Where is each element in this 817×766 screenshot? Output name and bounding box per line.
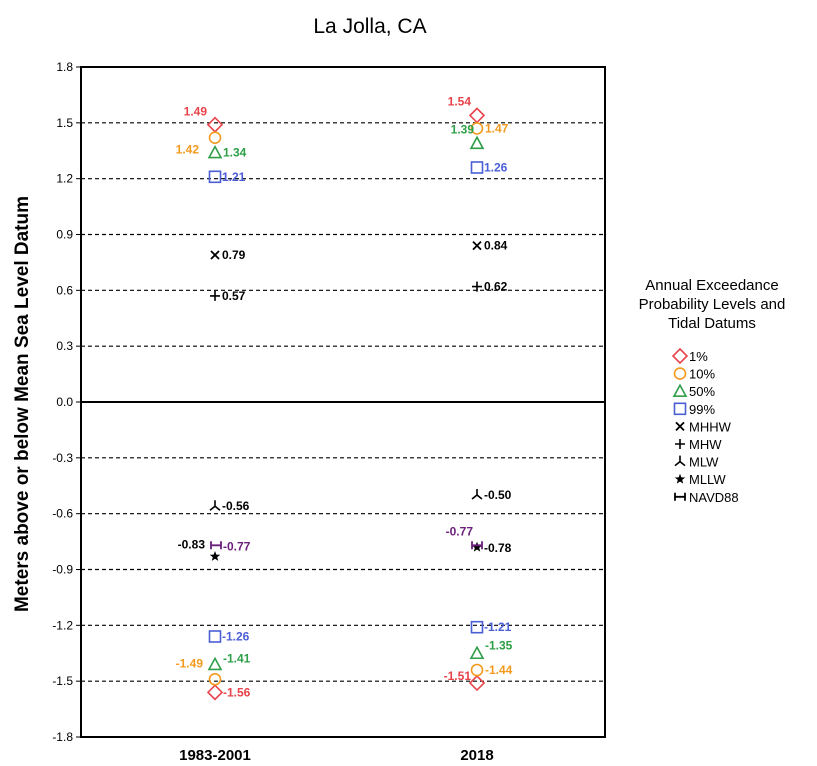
x-axis: 1983-2001 2018 xyxy=(179,747,494,764)
data-label: -1.41 xyxy=(223,651,251,665)
data-label: 0.62 xyxy=(484,280,508,294)
legend-title: Annual Exceedance Probability Levels and T… xyxy=(639,277,786,332)
point-mhhw xyxy=(210,250,220,260)
point-mhw xyxy=(210,290,220,301)
y-tick-label: -0.6 xyxy=(52,507,73,521)
data-labels: 1.49 -1.56 1.54 -1.51 1.42 -1.49 1.47 -1.44 1.34… xyxy=(176,94,513,699)
legend-marker-1pct xyxy=(671,347,689,365)
data-label: -0.50 xyxy=(484,488,512,502)
legend-title-line: Annual Exceedance xyxy=(645,277,778,294)
point-mllw xyxy=(209,550,221,561)
y-tick-label: -1.8 xyxy=(52,730,73,744)
point-99pct xyxy=(208,170,222,184)
point-10pct xyxy=(208,673,222,686)
legend-label: 1% xyxy=(689,349,708,364)
point-10pct xyxy=(208,131,222,145)
data-label: -1.35 xyxy=(485,638,513,652)
data-label: -1.51 xyxy=(444,669,472,683)
legend-label: NAVD88 xyxy=(689,490,739,505)
y-axis: 1.8 1.5 1.2 0.9 0.6 0.3 0.0 -0.3 -0.6 -0.9 -1.2 -1.… xyxy=(52,60,81,744)
data-label: 1.39 xyxy=(451,122,475,136)
data-label: -0.77 xyxy=(223,539,251,553)
y-tick-label: -0.3 xyxy=(52,451,73,465)
legend-title-line: Probability Levels and xyxy=(639,296,786,313)
legend-marker-mhw xyxy=(675,439,685,449)
legend-label: MLW xyxy=(689,455,719,470)
y-tick-label: 0.3 xyxy=(56,339,73,353)
point-50pct xyxy=(469,645,485,660)
data-label: -1.49 xyxy=(176,656,204,670)
point-mhhw xyxy=(472,241,482,251)
y-tick-label: 0.0 xyxy=(56,395,73,409)
data-label: 1.42 xyxy=(176,143,200,157)
legend-marker-navd88 xyxy=(674,492,686,501)
point-99pct xyxy=(208,630,222,643)
data-label: 0.79 xyxy=(222,248,246,262)
legend-marker-99pct xyxy=(673,402,687,416)
point-1pct xyxy=(468,107,486,124)
legend-marker-50pct xyxy=(672,383,688,398)
chart-title: La Jolla, CA xyxy=(313,15,426,38)
point-mllw xyxy=(471,541,483,552)
y-tick-label: 1.5 xyxy=(56,116,73,130)
legend-label: 50% xyxy=(689,384,715,399)
data-label: -0.78 xyxy=(484,541,512,555)
data-label: -0.56 xyxy=(222,499,250,513)
point-99pct xyxy=(470,620,484,634)
data-label: -1.21 xyxy=(484,620,512,634)
legend-title-line: Tidal Datums xyxy=(668,315,756,332)
point-mlw xyxy=(209,500,221,511)
data-label: 0.84 xyxy=(484,239,508,253)
y-axis-label: Meters above or below Mean Sea Level Dat… xyxy=(12,196,33,612)
data-label: -1.26 xyxy=(222,630,250,644)
point-navd88 xyxy=(471,541,483,550)
point-50pct xyxy=(207,656,223,671)
y-tick-label: -1.2 xyxy=(52,618,73,632)
y-tick-label: -0.9 xyxy=(52,563,73,577)
data-label: 1.47 xyxy=(485,121,509,135)
point-10pct xyxy=(470,663,484,677)
data-label: -0.77 xyxy=(446,524,474,538)
legend-marker-10pct xyxy=(673,367,687,380)
data-label: 1.54 xyxy=(448,94,472,108)
legend-label: MLLW xyxy=(689,472,726,487)
legend-marker-mlw xyxy=(674,455,686,467)
data-label: 1.21 xyxy=(222,170,246,184)
data-label: 1.49 xyxy=(184,105,208,119)
x-tick-label: 2018 xyxy=(460,747,493,764)
point-1pct xyxy=(468,674,486,692)
x-tick-label: 1983-2001 xyxy=(179,747,251,764)
y-tick-label: 1.8 xyxy=(56,60,73,74)
legend: 1% 10% 50% 99% MHHW MHW MLW MLLW NAVD88 xyxy=(671,347,739,505)
point-10pct xyxy=(470,122,484,135)
legend-label: MHHW xyxy=(689,419,732,434)
point-99pct xyxy=(470,161,484,174)
y-tick-label: 0.9 xyxy=(56,228,73,242)
y-tick-label: 0.6 xyxy=(56,283,73,297)
data-label: -0.83 xyxy=(178,537,206,551)
data-label: -1.44 xyxy=(485,663,513,677)
data-label: 0.57 xyxy=(222,289,246,303)
point-1pct xyxy=(206,684,224,701)
data-points xyxy=(206,107,486,701)
point-mlw xyxy=(471,489,483,500)
point-50pct xyxy=(469,135,485,150)
legend-marker-mllw xyxy=(674,473,686,484)
data-label: -1.56 xyxy=(223,685,251,699)
point-navd88 xyxy=(210,541,222,550)
legend-label: 10% xyxy=(689,367,715,382)
legend-label: 99% xyxy=(689,402,715,417)
y-tick-label: -1.5 xyxy=(52,674,73,688)
legend-label: MHW xyxy=(689,437,722,452)
point-mhw xyxy=(472,281,482,292)
legend-marker-mhhw xyxy=(675,421,685,432)
point-1pct xyxy=(206,116,224,133)
y-tick-label: 1.2 xyxy=(56,172,73,186)
data-label: 1.34 xyxy=(223,146,247,160)
grid xyxy=(81,122,605,682)
point-50pct xyxy=(207,144,223,159)
data-label: 1.26 xyxy=(484,161,508,175)
